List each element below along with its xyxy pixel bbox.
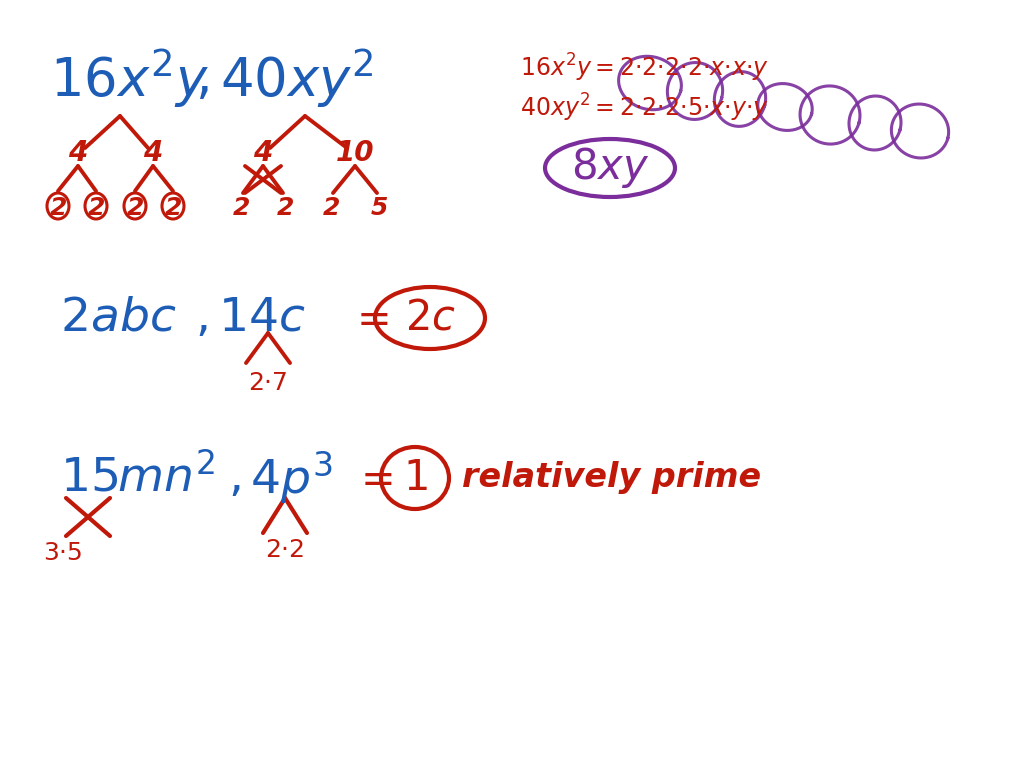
Text: $3{\cdot}5$: $3{\cdot}5$ [43,541,83,565]
Text: $40xy^2$: $40xy^2$ [220,46,374,110]
Text: $1$: $1$ [402,457,427,499]
Text: 2: 2 [126,196,143,220]
Text: $=$: $=$ [352,457,392,499]
Text: $8xy$: $8xy$ [571,145,649,190]
Text: 2: 2 [164,196,181,220]
Text: 4: 4 [253,139,272,167]
Text: $,$: $,$ [195,296,208,340]
Text: 2: 2 [276,196,294,220]
Text: 2: 2 [232,196,250,220]
Text: $,$: $,$ [195,52,209,104]
Text: $=$: $=$ [348,297,388,339]
Text: $2{\cdot}7$: $2{\cdot}7$ [248,371,288,395]
Text: 2: 2 [323,196,340,220]
Text: $2{\cdot}2$: $2{\cdot}2$ [265,538,305,562]
Text: $40xy^2 = 2{\cdot}2{\cdot}2{\cdot}5{\cdot}x{\cdot}y{\cdot}y$: $40xy^2 = 2{\cdot}2{\cdot}2{\cdot}5{\cdo… [520,92,769,124]
Text: $15mn^2$: $15mn^2$ [60,455,215,502]
Text: relatively prime: relatively prime [462,462,761,495]
Text: 2: 2 [49,196,67,220]
Text: 4: 4 [69,139,88,167]
Text: $16x^2y$: $16x^2y$ [50,46,210,110]
Text: 5: 5 [371,196,388,220]
Text: 4: 4 [143,139,163,167]
Text: $2c$: $2c$ [404,297,456,339]
Text: $16x^2y = 2{\cdot}2{\cdot}2{\cdot}2{\cdot}x{\cdot}x{\cdot}y$: $16x^2y = 2{\cdot}2{\cdot}2{\cdot}2{\cdo… [520,52,769,84]
Text: $,$: $,$ [228,455,241,501]
Text: $2abc$: $2abc$ [60,296,176,340]
Text: $4p^3$: $4p^3$ [250,449,333,507]
Text: 10: 10 [336,139,374,167]
Text: $14c$: $14c$ [218,296,305,340]
Text: 2: 2 [87,196,104,220]
